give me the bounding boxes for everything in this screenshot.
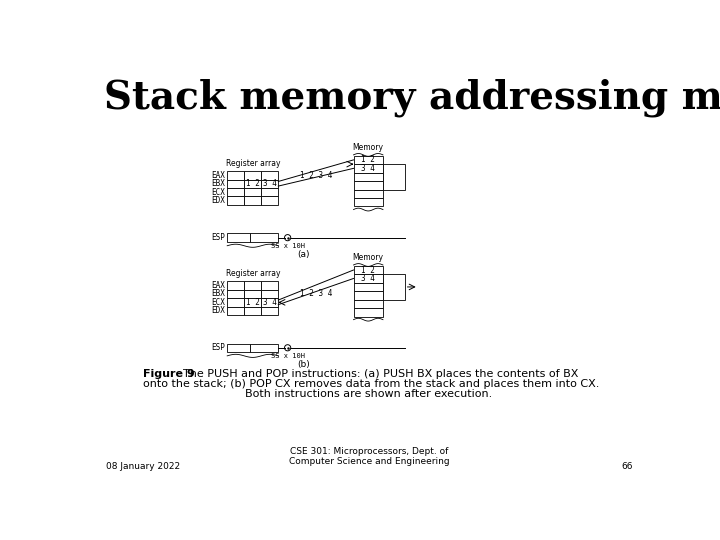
Bar <box>354 266 383 274</box>
Bar <box>354 156 383 164</box>
Text: CSE 301: Microprocessors, Dept. of
Computer Science and Engineering: CSE 301: Microprocessors, Dept. of Compu… <box>289 447 449 466</box>
Bar <box>261 307 279 315</box>
Text: EDX: EDX <box>211 196 225 205</box>
Text: Register array: Register array <box>225 269 280 278</box>
Text: 1 2: 1 2 <box>361 156 375 164</box>
Text: Memory: Memory <box>353 253 384 262</box>
Bar <box>250 343 279 352</box>
Text: EBX: EBX <box>211 289 225 299</box>
Text: Memory: Memory <box>353 143 384 152</box>
Bar <box>244 281 261 289</box>
Text: EAX: EAX <box>211 281 225 290</box>
Bar <box>228 307 244 315</box>
Text: EDX: EDX <box>211 306 225 315</box>
Bar <box>228 179 244 188</box>
Bar <box>228 298 244 307</box>
Text: 1 2 3 4: 1 2 3 4 <box>300 289 332 299</box>
Text: 3 4: 3 4 <box>263 179 276 188</box>
Bar <box>228 233 250 242</box>
Text: 3 4: 3 4 <box>361 274 375 283</box>
Bar <box>244 188 261 197</box>
Bar <box>228 197 244 205</box>
Text: 1 2: 1 2 <box>361 266 375 274</box>
Bar <box>244 171 261 179</box>
Bar <box>354 198 383 206</box>
Text: SS x 10H: SS x 10H <box>271 353 305 359</box>
Bar <box>261 197 279 205</box>
Text: 3 4: 3 4 <box>361 164 375 173</box>
Bar <box>383 274 405 300</box>
Bar <box>228 281 244 289</box>
Text: 3 4: 3 4 <box>263 298 276 307</box>
Bar <box>354 274 383 283</box>
Text: EBX: EBX <box>211 179 225 188</box>
Bar <box>261 289 279 298</box>
Text: 66: 66 <box>621 462 632 471</box>
Text: ECX: ECX <box>211 298 225 307</box>
Bar <box>228 171 244 179</box>
Bar <box>244 307 261 315</box>
Text: onto the stack; (b) POP CX removes data from the stack and places them into CX.: onto the stack; (b) POP CX removes data … <box>143 379 599 389</box>
Text: Stack memory addressing modes: Stack memory addressing modes <box>104 79 720 117</box>
Text: 1 2: 1 2 <box>246 179 260 188</box>
Bar <box>244 197 261 205</box>
Bar <box>250 233 279 242</box>
Bar <box>354 181 383 190</box>
Text: ESP: ESP <box>211 233 225 242</box>
Bar <box>354 164 383 173</box>
Bar <box>261 298 279 307</box>
Text: Figure 9: Figure 9 <box>143 369 194 379</box>
Text: 1 2 3 4: 1 2 3 4 <box>300 171 332 180</box>
Text: 08 January 2022: 08 January 2022 <box>106 462 179 471</box>
Bar <box>261 188 279 197</box>
Bar <box>383 164 405 190</box>
Text: (a): (a) <box>297 249 310 259</box>
Text: The PUSH and POP instructions: (a) PUSH BX places the contents of BX: The PUSH and POP instructions: (a) PUSH … <box>176 369 578 379</box>
Text: 1 2: 1 2 <box>246 298 260 307</box>
Bar <box>244 179 261 188</box>
Bar <box>244 289 261 298</box>
Bar <box>354 308 383 316</box>
Bar <box>261 179 279 188</box>
Text: EAX: EAX <box>211 171 225 180</box>
Text: ECX: ECX <box>211 188 225 197</box>
Text: Register array: Register array <box>225 159 280 168</box>
Bar <box>354 283 383 291</box>
Text: Both instructions are shown after execution.: Both instructions are shown after execut… <box>246 389 492 399</box>
Bar <box>261 171 279 179</box>
Bar <box>228 188 244 197</box>
Bar <box>228 343 250 352</box>
Bar <box>261 281 279 289</box>
Text: SS x 10H: SS x 10H <box>271 243 305 249</box>
Bar <box>354 291 383 300</box>
Text: (b): (b) <box>297 360 310 369</box>
Bar <box>354 190 383 198</box>
Bar <box>354 300 383 308</box>
Bar <box>244 298 261 307</box>
Text: ESP: ESP <box>211 343 225 352</box>
Bar <box>228 289 244 298</box>
Bar <box>354 173 383 181</box>
